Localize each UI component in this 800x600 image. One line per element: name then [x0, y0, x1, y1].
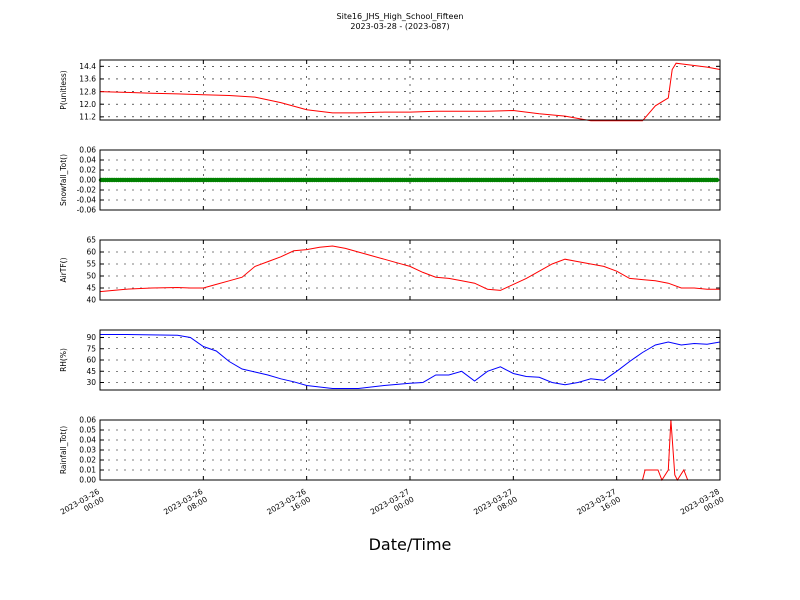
plot-frame [99, 419, 721, 481]
y-tick-label: -0.06 [77, 206, 97, 215]
y-tick-label: 55 [86, 260, 96, 269]
y-tick-label: 40 [86, 296, 96, 305]
x-tick-label: 2023-03-2600:00 [59, 487, 106, 524]
x-axis: 2023-03-2600:00 2023-03-2608:00 2023-03-26… [59, 487, 726, 524]
y-tick-label: 12.8 [79, 87, 96, 96]
y-tick-label: 60 [86, 248, 96, 257]
y-tick-label: 0.06 [79, 416, 96, 425]
x-axis-label: Date/Time [369, 535, 452, 554]
x-tick-label: 2023-03-2716:00 [575, 487, 622, 524]
plot-frame [99, 329, 721, 391]
series-line [100, 334, 721, 389]
series-line [100, 419, 720, 482]
y-tick-label: 0.03 [79, 446, 96, 455]
y-tick-label: 12.0 [79, 100, 96, 109]
series-line [99, 62, 721, 122]
y-axis-label: AirTF() [59, 257, 68, 282]
y-tick-label: 0.00 [79, 176, 96, 185]
y-axis-label: P(unitless) [59, 70, 68, 109]
y-tick-label: 11.2 [79, 113, 96, 122]
panels: 11.212.012.813.614.4P(unitless)-0.06-0.0… [59, 59, 721, 485]
y-tick-label: 0.02 [79, 456, 96, 465]
series-line [99, 245, 720, 293]
y-tick-label: 90 [86, 333, 96, 342]
panel-1: 11.2 12.0 12.8 13.6 14.4 P(unitless) [59, 59, 721, 122]
panel-5: 0.000.010.020.030.040.050.06 Rainfall_Tot… [59, 416, 721, 485]
y-tick-label: -0.02 [77, 186, 97, 195]
y-tick-label: 14.4 [79, 62, 96, 71]
y-tick-label: 0.05 [79, 426, 96, 435]
x-tick-label: 2023-03-2800:00 [679, 487, 726, 524]
y-tick-label: 75 [86, 344, 96, 353]
y-tick-label: 30 [86, 378, 96, 387]
plot-frame [99, 149, 721, 211]
y-tick-label: 0.00 [79, 476, 96, 485]
x-tick-label: 2023-03-2616:00 [265, 487, 312, 524]
y-tick-label: 60 [86, 356, 96, 365]
plot-frame [99, 239, 721, 301]
chart-title-line1: Site16_JHS_High_School_Fifteen [337, 12, 464, 21]
y-axis-label: Rainfall_Tot() [59, 426, 68, 474]
data-point [714, 177, 720, 183]
y-tick-label: 65 [86, 236, 96, 245]
x-tick-label: 2023-03-2608:00 [162, 487, 209, 524]
y-axis-label: RH(%) [59, 348, 68, 372]
panel-3: 40 45 50 55 60 65 AirTF() [59, 236, 721, 305]
x-tick-label: 2023-03-2700:00 [369, 487, 416, 524]
y-tick-label: 45 [86, 284, 96, 293]
y-tick-label: 0.04 [79, 436, 96, 445]
y-tick-label: 45 [86, 367, 96, 376]
y-axis-label: Snowfall_Tot() [59, 154, 68, 206]
series-markers [98, 177, 720, 183]
y-tick-label: 0.06 [79, 146, 96, 155]
plot-frame [99, 59, 721, 121]
y-tick-label: 0.01 [79, 466, 96, 475]
y-tick-label: 50 [86, 272, 96, 281]
panel-2: -0.06-0.04-0.020.000.020.040.06 Snowfall_… [59, 146, 721, 215]
y-tick-label: -0.04 [77, 196, 97, 205]
chart-title-line2: 2023-03-28 - (2023-087) [350, 22, 449, 31]
x-tick-label: 2023-03-2708:00 [472, 487, 519, 524]
y-tick-label: 13.6 [79, 75, 96, 84]
panel-4: 30 45 60 75 90 RH(%) [59, 329, 721, 391]
y-tick-label: 0.04 [79, 156, 96, 165]
y-tick-label: 0.02 [79, 166, 96, 175]
